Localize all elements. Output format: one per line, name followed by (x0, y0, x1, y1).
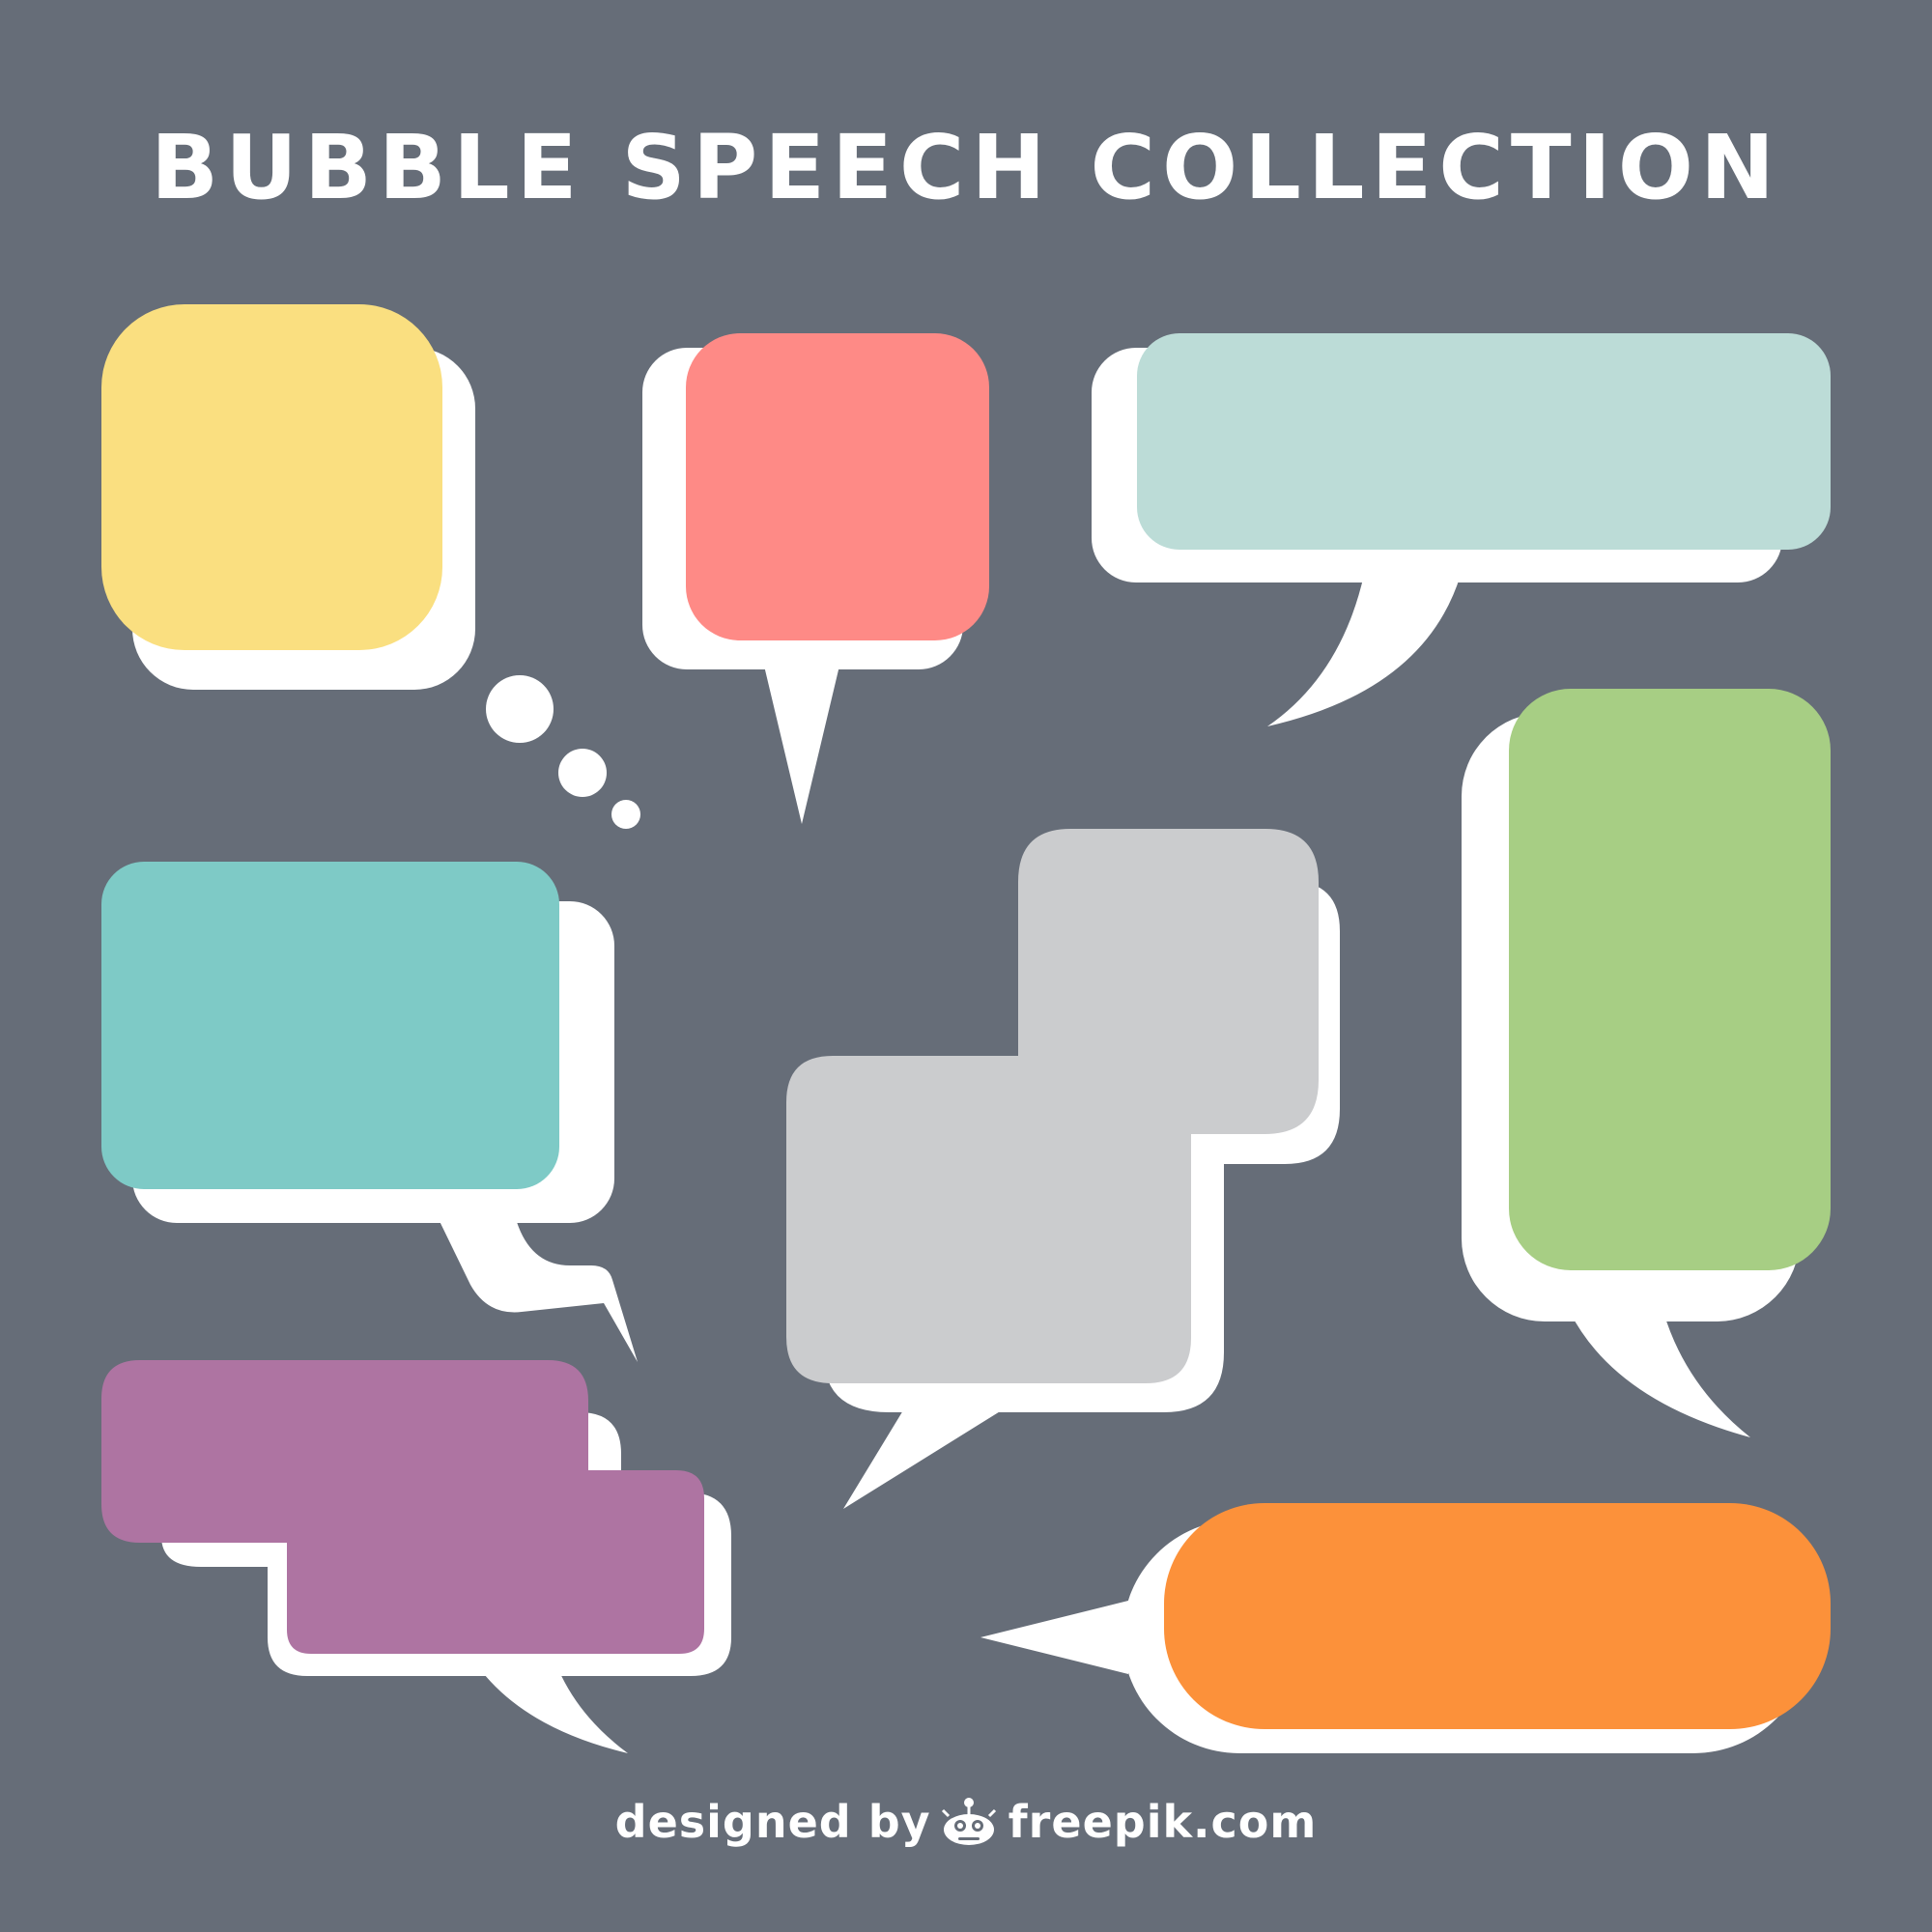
green-speech-bubble (1462, 689, 1831, 1437)
grey-bubble-tail (843, 1406, 1009, 1509)
coral-bubble-tail (763, 662, 840, 824)
mint-bubble-tail (1267, 575, 1461, 726)
purple-bubble (101, 1360, 704, 1654)
teal-bubble (101, 862, 559, 1189)
freepik-logo-icon (941, 1798, 996, 1845)
thought-dot-small (611, 800, 640, 829)
thought-dot-medium (558, 749, 607, 797)
grey-bubble (786, 829, 1319, 1383)
credit-line: designed by freepik.com (0, 1795, 1932, 1849)
yellow-bubble (101, 304, 442, 650)
mint-speech-bubble (1092, 333, 1831, 726)
purple-speech-bubble (101, 1360, 731, 1753)
teal-speech-bubble (101, 862, 638, 1362)
purple-bubble-tail (480, 1669, 628, 1753)
page-title: BUBBLE SPEECH COLLECTION (150, 116, 1782, 219)
green-bubble-tail (1570, 1312, 1750, 1437)
orange-speech-bubble (980, 1503, 1831, 1753)
coral-bubble (686, 333, 989, 640)
green-bubble (1509, 689, 1831, 1270)
coral-speech-bubble (642, 333, 989, 824)
orange-bubble (1164, 1503, 1831, 1729)
credit-prefix: designed by (614, 1796, 931, 1848)
grey-speech-bubble (786, 829, 1340, 1509)
mint-bubble (1137, 333, 1831, 550)
thought-dot-large (486, 675, 554, 743)
orange-bubble-tail (980, 1601, 1128, 1674)
credit-brand: freepik.com (1008, 1796, 1318, 1848)
teal-bubble-tail (437, 1215, 638, 1362)
yellow-thought-bubble (101, 304, 640, 829)
